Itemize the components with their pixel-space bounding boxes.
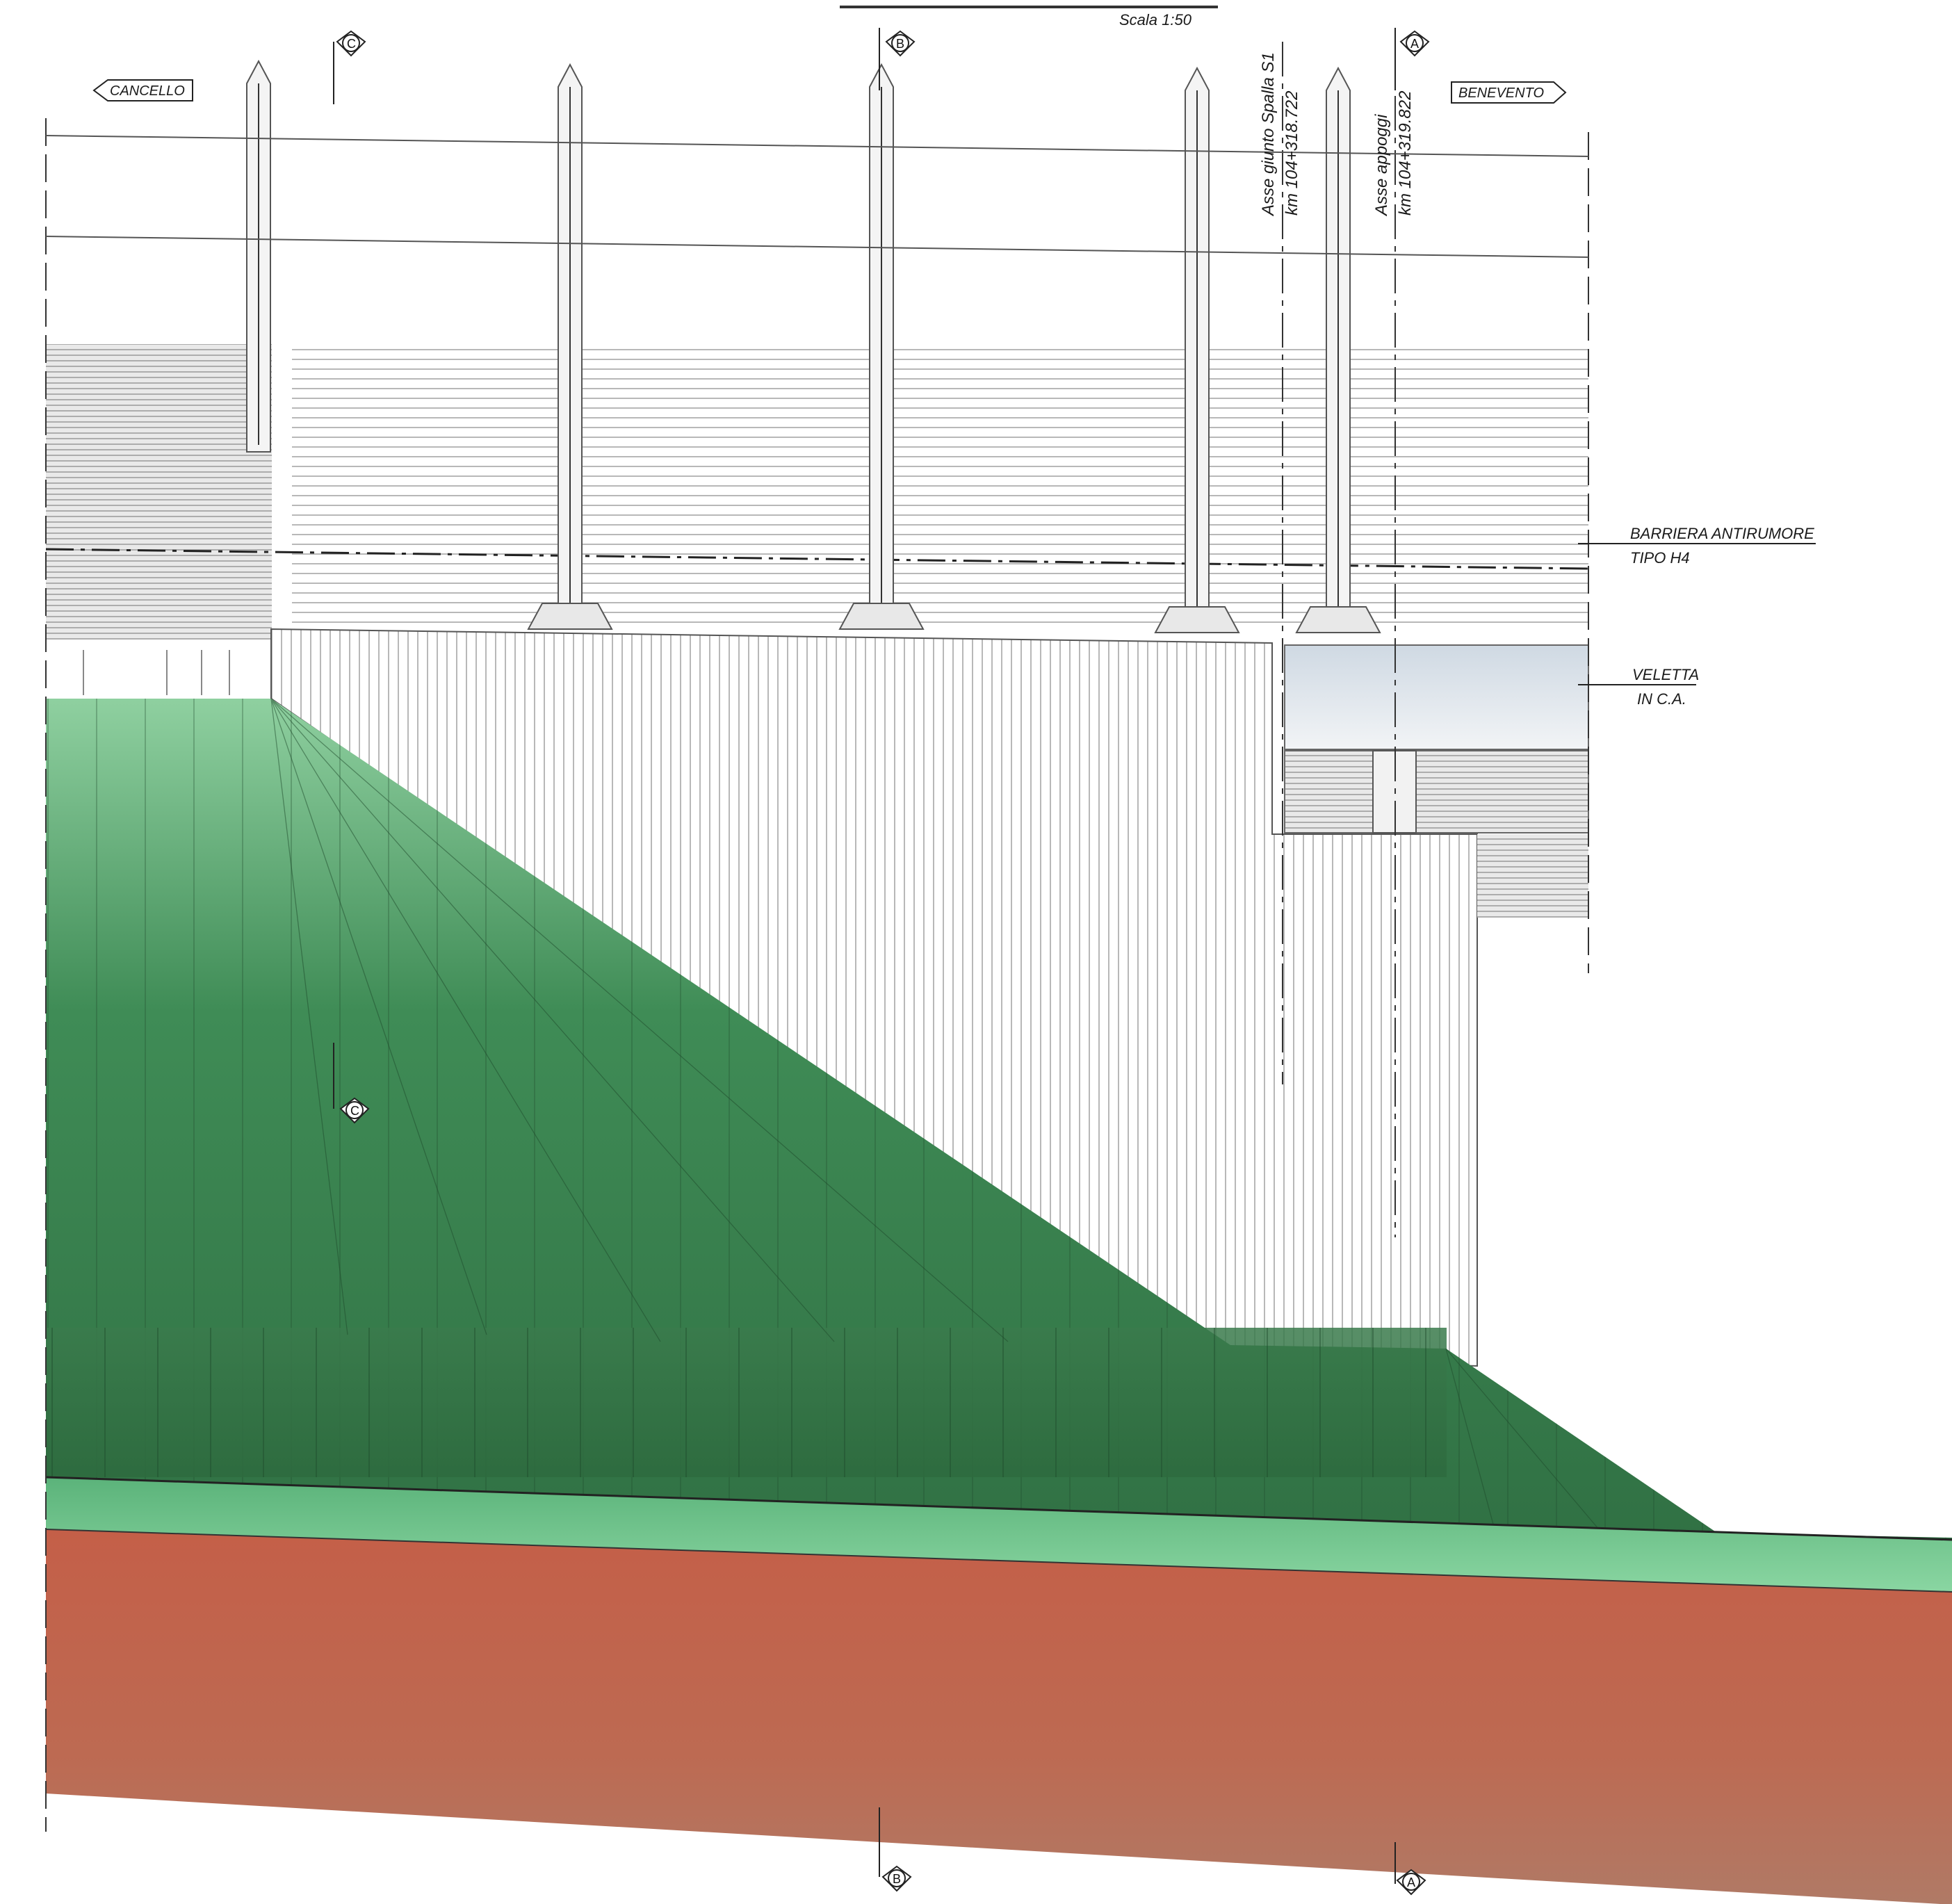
marker-label: A — [1407, 1875, 1415, 1889]
axis-appoggi-label: Asse appoggi km 104+319.822 — [1372, 91, 1415, 217]
axis-spalla-label: Asse giunto Spalla S1 km 104+318.722 — [1259, 52, 1301, 217]
section-marker-a-top: A — [1394, 28, 1430, 90]
direction-arrow-left: CANCELLO — [92, 79, 193, 101]
direction-left-label: CANCELLO — [110, 83, 185, 99]
callout-barriera-line2: TIPO H4 — [1630, 549, 1690, 567]
barrier-post — [1295, 66, 1381, 633]
callout-barriera-line1: BARRIERA ANTIRUMORE — [1630, 525, 1814, 542]
section-marker-a-bottom: A — [1394, 1842, 1426, 1896]
scale-label: Scala 1:50 — [1119, 11, 1192, 29]
section-marker-b-top: B — [879, 28, 916, 90]
direction-arrow-right: BENEVENTO — [1451, 81, 1567, 104]
marker-label: B — [893, 1872, 901, 1886]
section-marker-c-top: C — [333, 30, 366, 104]
axis-appoggi-line1: Asse appoggi — [1372, 114, 1391, 217]
barrier-post — [246, 59, 271, 453]
reference-lines — [45, 6, 1589, 1832]
callout-veletta-line1: VELETTA — [1632, 666, 1699, 683]
barrier-posts — [246, 59, 1381, 633]
veletta — [1284, 644, 1589, 918]
section-marker-c-mid: C — [333, 1043, 370, 1124]
direction-right-label: BENEVENTO — [1458, 86, 1544, 101]
callout-veletta: VELETTA IN C.A. — [1578, 666, 1699, 708]
barrier-post — [838, 63, 925, 630]
ground-layers — [45, 1476, 1952, 1904]
section-marker-b-bottom: B — [879, 1807, 912, 1892]
barrier-post — [1154, 66, 1240, 633]
noise-barrier — [45, 344, 1589, 695]
marker-label: C — [347, 37, 356, 51]
axis-spalla-line1: Asse giunto Spalla S1 — [1259, 52, 1278, 217]
callout-veletta-line2: IN C.A. — [1637, 690, 1686, 708]
marker-label: B — [896, 37, 904, 51]
marker-label: C — [350, 1104, 359, 1118]
barrier-post — [527, 63, 613, 630]
marker-label: A — [1410, 37, 1419, 51]
section-markers: C B A C B A — [333, 28, 1430, 1896]
embankment — [46, 698, 1952, 1592]
axis-spalla-line2: km 104+318.722 — [1283, 91, 1301, 215]
callout-barriera: BARRIERA ANTIRUMORE TIPO H4 — [1578, 525, 1816, 567]
axis-appoggi-line2: km 104+319.822 — [1396, 91, 1415, 215]
